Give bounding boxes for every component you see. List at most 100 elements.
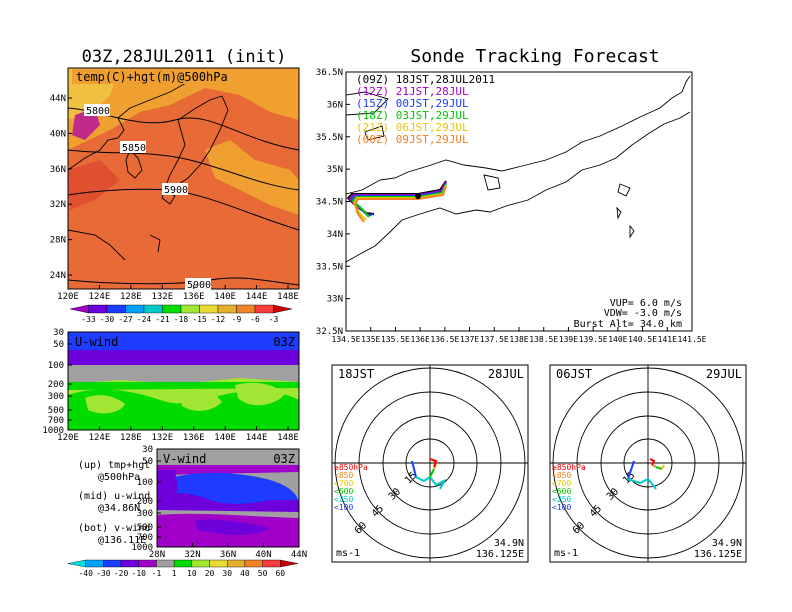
note-up: (up) tmp+hgt bbox=[78, 460, 150, 471]
sonde-legend-item: (15Z) 00JST,29JUL bbox=[356, 97, 469, 110]
polar-legend-item: <850 bbox=[552, 471, 571, 480]
temp-lat-tick-label: 40N bbox=[50, 129, 66, 139]
hodograph-segment bbox=[661, 464, 665, 470]
uwind-ptick-label: 200 bbox=[48, 380, 64, 390]
polar-legend-item: ≥850hPa bbox=[552, 463, 586, 472]
sonde-lat-tick-label: 36N bbox=[327, 100, 343, 110]
sonde-lon-tick-label: 135.5E bbox=[381, 335, 410, 344]
sonde-lat-tick-label: 34.5N bbox=[316, 198, 343, 208]
wind-colorbar-swatch bbox=[85, 559, 104, 568]
temp-lat-tick-label: 24N bbox=[50, 271, 66, 281]
uwind-lon-ticks: 120E 124E 128E 132E 136E 140E 144E 148E bbox=[57, 426, 299, 443]
uwind-frame bbox=[67, 331, 300, 431]
vwind-ptick-label: 50 bbox=[142, 457, 153, 467]
wind-colorbar-label: 30 bbox=[222, 569, 232, 578]
contour-label-5900: 5900 bbox=[164, 185, 188, 196]
vwind-ptick-label: 1000 bbox=[131, 543, 153, 553]
uwind-lon-tick-label: 140E bbox=[214, 433, 236, 443]
map-label-bg bbox=[72, 69, 252, 84]
sonde-lat-tick-label: 33N bbox=[327, 295, 343, 305]
vwind-section bbox=[157, 449, 299, 547]
sonde-lon-tick-label: 138E bbox=[509, 335, 528, 344]
temp-lon-tick-label: 120E bbox=[57, 292, 79, 302]
wind-colorbar-swatch bbox=[67, 559, 86, 568]
polar-legend-item: <850 bbox=[334, 471, 353, 480]
sonde-lon-tick-label: 135E bbox=[361, 335, 380, 344]
wind-colorbar-swatch bbox=[262, 559, 281, 568]
temp-warm-band-north bbox=[68, 68, 299, 150]
note-up-level: @500hPa bbox=[98, 472, 140, 483]
temp-lat-tick-label: 32N bbox=[50, 200, 66, 210]
colorbar-swatch bbox=[106, 304, 126, 314]
wind-colorbar-swatch bbox=[227, 559, 246, 568]
hodograph-segment bbox=[429, 468, 435, 478]
temp-lon-tick-label: 144E bbox=[246, 292, 268, 302]
coastlines bbox=[68, 69, 229, 261]
polar-time: 06JST bbox=[556, 367, 592, 381]
wind-colorbar-label: 10 bbox=[187, 569, 197, 578]
vwind-lat-tick-label: 36N bbox=[220, 550, 236, 560]
sonde-lon-tick-label: 141E bbox=[658, 335, 677, 344]
sonde-lon-ticks: 134.5E 135E 135.5E 136E 136.5E 137E 137.5E 138E… bbox=[332, 327, 707, 344]
colorbar-swatch bbox=[273, 304, 293, 314]
wind-colorbar-label: 20 bbox=[205, 569, 215, 578]
wind-colorbar-label: 60 bbox=[275, 569, 285, 578]
vwind-time: 03Z bbox=[273, 452, 295, 466]
temp-lon-tick-label: 132E bbox=[151, 292, 173, 302]
sonde-legend-item: (09Z) 18JST,28JUL2011 bbox=[356, 73, 495, 86]
vwind-lat-tick-label: 28N bbox=[149, 550, 165, 560]
wind-colorbar: -40 -30 -20 -10 -1 1 10 20 30 40 50 60 bbox=[67, 559, 299, 578]
uwind-label: U-wind bbox=[75, 335, 118, 349]
vwind-lat-tick-label: 40N bbox=[255, 550, 271, 560]
sonde-lat-tick-label: 32.5N bbox=[316, 327, 343, 337]
uwind-lon-tick-label: 148E bbox=[277, 433, 299, 443]
burst-alt-text: Burst Alt= 34.0 km bbox=[574, 319, 682, 330]
sonde-lon-tick-label: 139.5E bbox=[579, 335, 608, 344]
sonde-lon-tick-label: 136E bbox=[411, 335, 430, 344]
temp-warm-band-east bbox=[205, 140, 299, 215]
panel-legend-notes: (up) tmp+hgt @500hPa (mid) u-wind @34.86… bbox=[78, 460, 150, 546]
temp-map-frame bbox=[67, 67, 300, 290]
polar-legend-item: <500 bbox=[552, 487, 571, 496]
uwind-time: 03Z bbox=[273, 335, 295, 349]
sonde-lon-tick-label: 137E bbox=[460, 335, 479, 344]
uwind-ptick-label: 30 bbox=[53, 328, 64, 338]
sonde-lon-tick-label: 136.5E bbox=[430, 335, 459, 344]
uwind-ptick-label: 500 bbox=[48, 406, 64, 416]
wind-colorbar-label: 40 bbox=[240, 569, 250, 578]
wind-colorbar-label: -10 bbox=[132, 569, 147, 578]
hodograph-segment bbox=[627, 477, 657, 490]
temp-lon-tick-label: 136E bbox=[183, 292, 205, 302]
sonde-lat-tick-label: 33.5N bbox=[316, 262, 343, 272]
sonde-lat-ticks: 36.5N 36N 35.5N 35N 34.5N 34N 33.5N 33N 32.5N bbox=[316, 68, 350, 337]
sonde-lon-tick-label: 134.5E bbox=[332, 335, 361, 344]
sonde-legend-item: (21Z) 06JST,29JUL bbox=[356, 121, 469, 134]
sonde-tracks bbox=[346, 180, 447, 223]
colorbar-swatch bbox=[217, 304, 237, 314]
uwind-lon-tick-label: 132E bbox=[151, 433, 173, 443]
wind-colorbar-swatch bbox=[191, 559, 210, 568]
vup-text: VUP= 6.0 m/s bbox=[610, 298, 682, 309]
polar-legend-item: ≥850hPa bbox=[334, 463, 368, 472]
wind-colorbar-swatch bbox=[244, 559, 263, 568]
polar-unit: ms-1 bbox=[554, 548, 578, 559]
sonde-lon-tick-label: 140.5E bbox=[628, 335, 657, 344]
sonde-legend-item: (18Z) 03JST,29JUL bbox=[356, 109, 469, 122]
colorbar-swatch bbox=[125, 304, 145, 314]
temp-lon-tick-label: 128E bbox=[120, 292, 142, 302]
polar-legend-item: <700 bbox=[552, 479, 571, 488]
contour-label-5800: 5800 bbox=[86, 106, 110, 117]
polar-lon: 136.125E bbox=[476, 549, 524, 560]
temp-lon-tick-label: 140E bbox=[214, 292, 236, 302]
hodograph-segment bbox=[429, 458, 438, 468]
wind-colorbar-swatch bbox=[138, 559, 157, 568]
colorbar-swatch bbox=[143, 304, 163, 314]
temp-lon-ticks: 120E 124E 128E 132E 136E 140E 144E 148E bbox=[57, 285, 299, 302]
hodograph-segment bbox=[627, 460, 635, 480]
sonde-track-line bbox=[353, 185, 447, 223]
sonde-lat-tick-label: 35.5N bbox=[316, 133, 343, 143]
sonde-params: VUP= 6.0 m/s VDW= -3.0 m/s Burst Alt= 34… bbox=[574, 298, 682, 330]
